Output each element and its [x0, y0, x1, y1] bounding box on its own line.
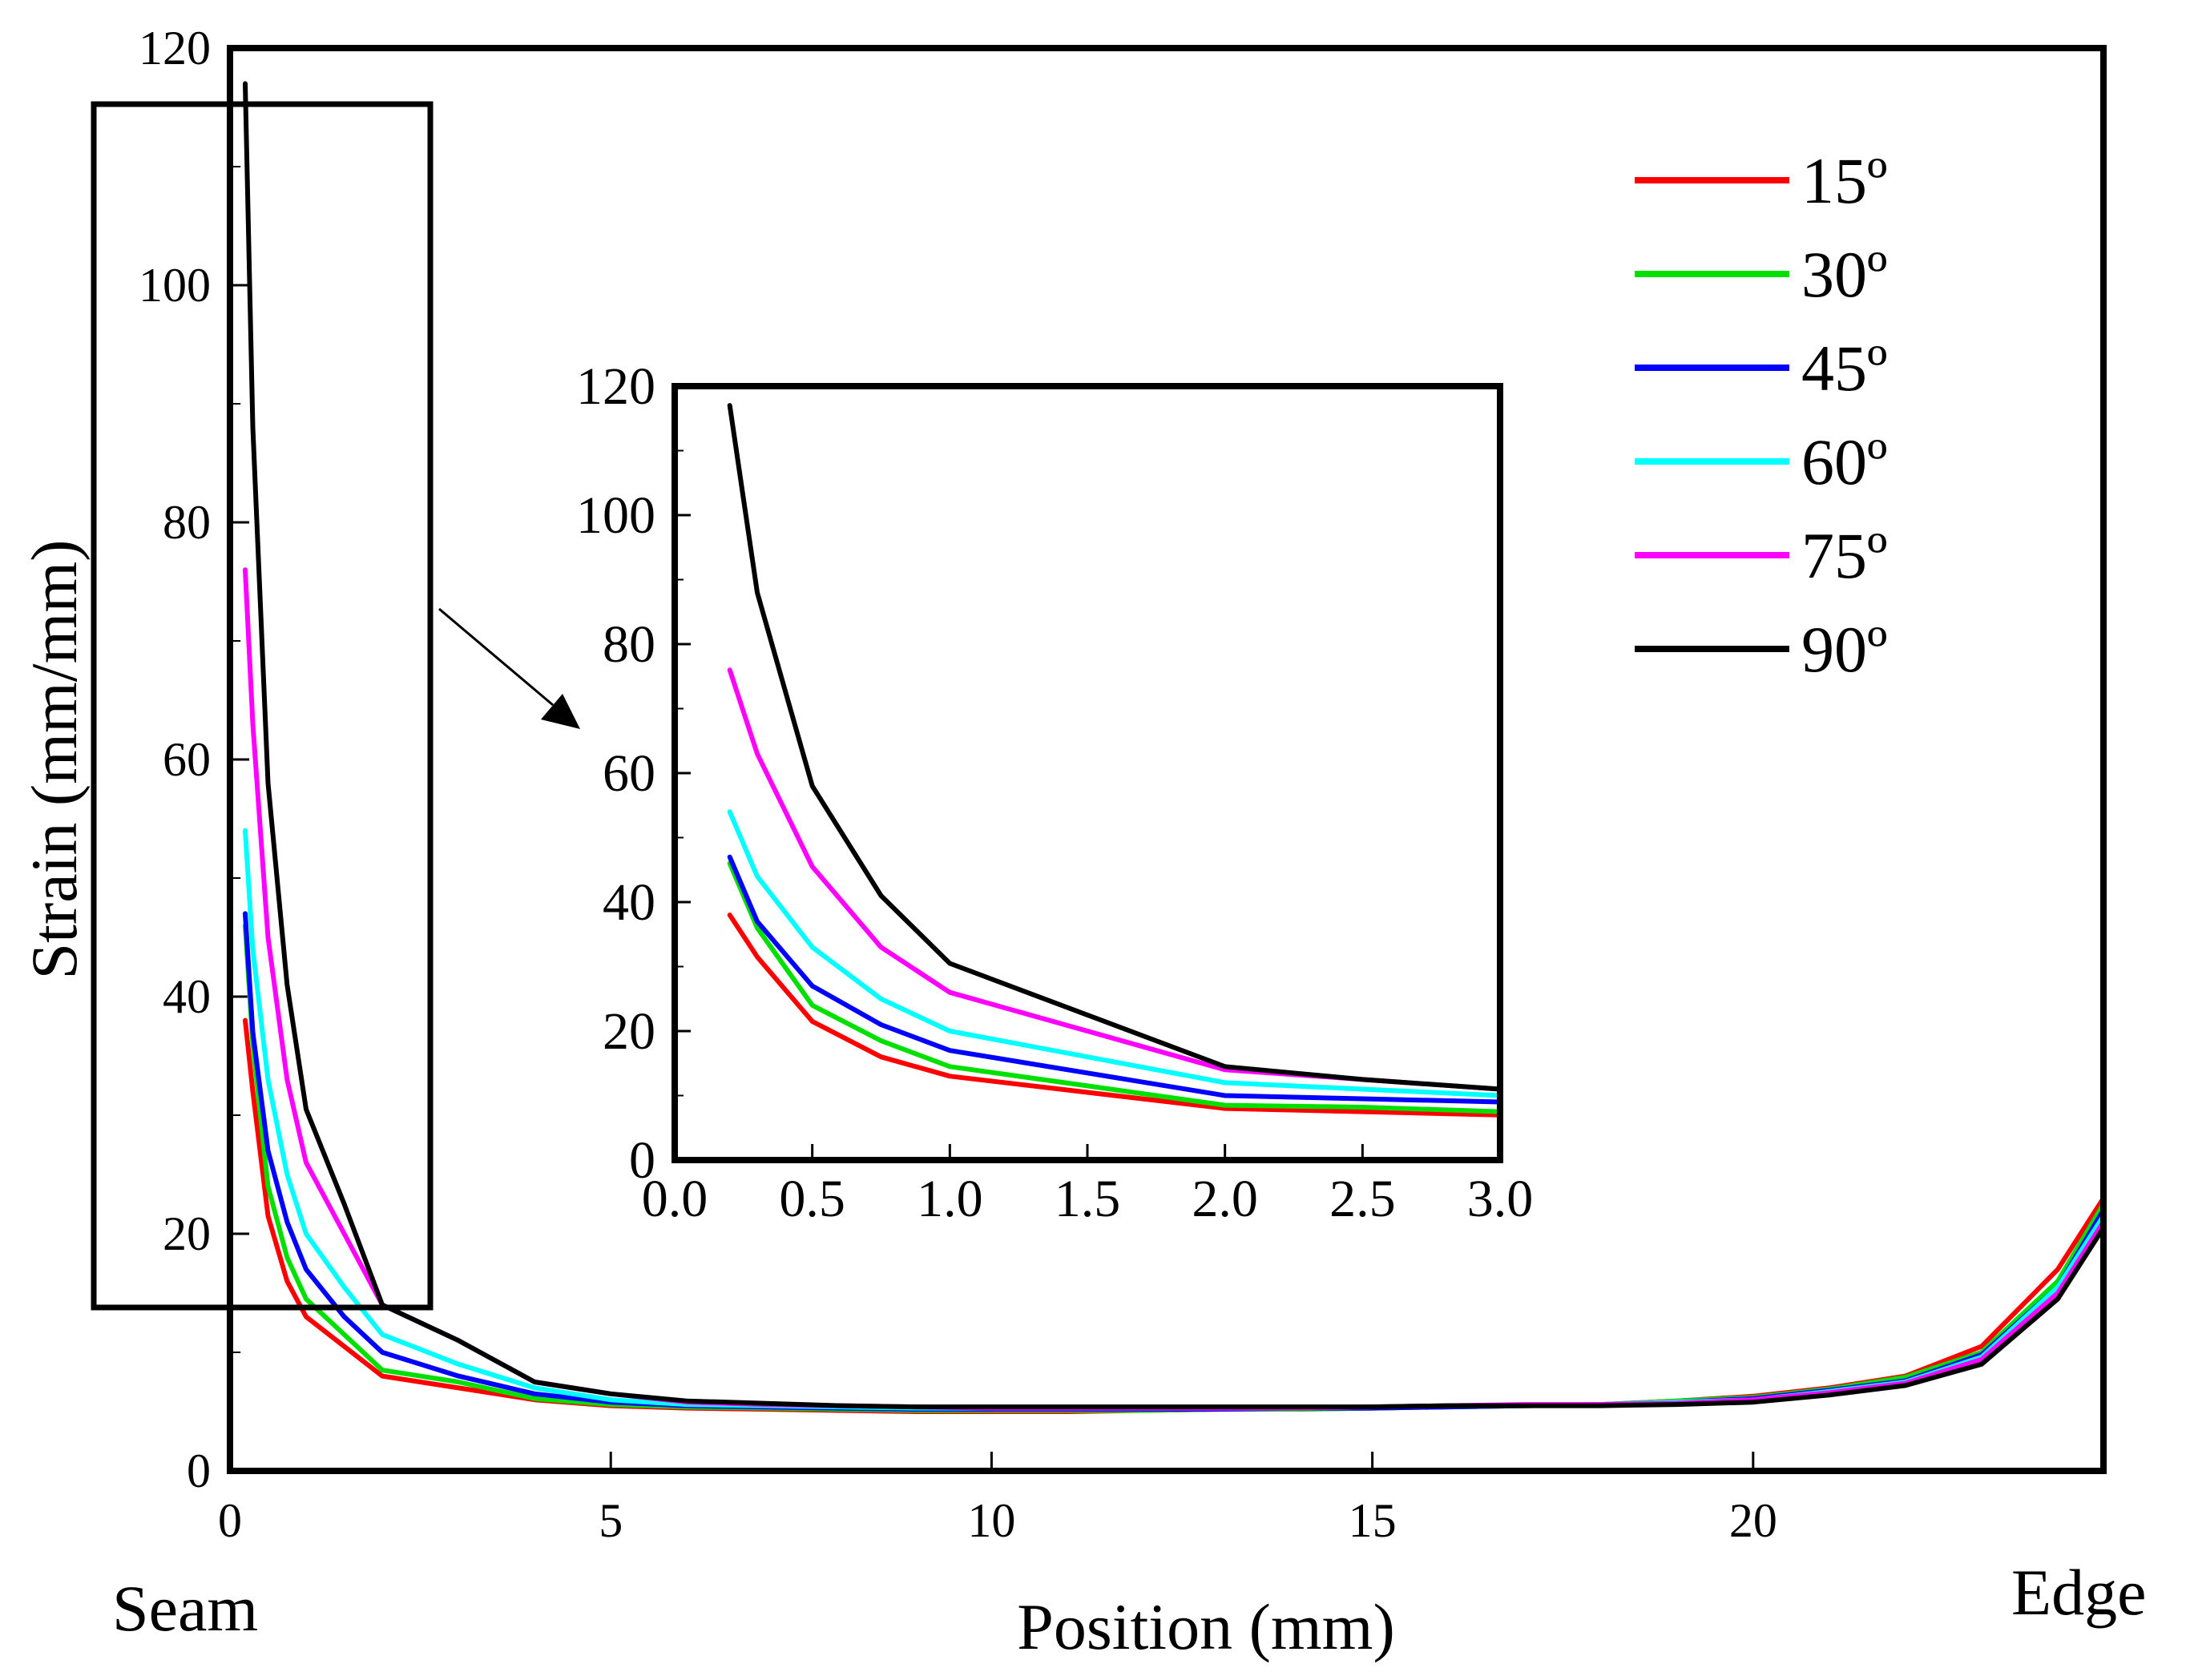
edge-label: Edge	[2011, 1556, 2146, 1629]
legend-label: 30º	[1801, 238, 1887, 311]
y-axis-title: Strain (mm/mm)	[18, 540, 91, 980]
inset-series-line-15	[727, 913, 1500, 1118]
inset-x-tick-label: 2.5	[1329, 1170, 1396, 1228]
main-y-tick-label: 20	[163, 1207, 211, 1260]
legend-label: 45º	[1801, 332, 1887, 405]
main-x-tick-label: 20	[1729, 1494, 1777, 1547]
inset-x-tick-label: 0.5	[779, 1170, 845, 1228]
inset-x-tick-label: 3.0	[1467, 1170, 1534, 1228]
main-series-line-90	[243, 81, 2103, 1410]
inset-x-tick-label: 1.0	[917, 1170, 983, 1228]
zoom-annotation	[91, 101, 580, 1311]
zoom-arrow-line	[438, 607, 554, 707]
legend-label: 15º	[1801, 144, 1887, 217]
inset-y-tick-label: 40	[603, 873, 655, 932]
inset-series-line-60	[727, 809, 1500, 1098]
main-y-tick-label: 60	[163, 733, 211, 786]
x-axis-title: Position (mm)	[1017, 1590, 1395, 1663]
main-x-tick-label: 0	[218, 1494, 242, 1547]
inset-y-tick-label: 100	[576, 486, 655, 545]
inset-x-tick-label: 0.0	[642, 1170, 708, 1228]
main-y-tick-label: 100	[139, 259, 211, 312]
inset-x-tick-label: 2.0	[1192, 1170, 1258, 1228]
main-y-tick-label: 0	[187, 1444, 211, 1497]
zoom-region-box	[91, 101, 434, 1311]
seam-label: Seam	[112, 1572, 258, 1645]
inset-plot: 0.0 0.5 1.0 1.5 2.0 2.5 3.0 0 20 40 60 80 100 120	[576, 357, 1533, 1228]
legend-label: 75º	[1801, 519, 1887, 592]
inset-y-tick-label: 0	[629, 1131, 655, 1190]
inset-y-tick-label: 80	[603, 615, 655, 674]
inset-y-tick-label: 120	[576, 357, 655, 416]
main-plot-frame	[227, 45, 2107, 1474]
inset-series-line-30	[727, 860, 1500, 1114]
main-x-tick-label: 10	[967, 1494, 1015, 1547]
zoom-arrow-head	[541, 694, 580, 729]
inset-series-line-90	[727, 403, 1500, 1092]
main-y-tick-label: 40	[163, 970, 211, 1023]
inset-background	[675, 386, 1500, 1160]
main-x-tick-label: 15	[1349, 1494, 1397, 1547]
legend: 15º 30º 45º 60º 75º 90º	[1635, 144, 1887, 686]
legend-label: 90º	[1801, 613, 1887, 686]
inset-y-tick-label: 60	[603, 744, 655, 803]
inset-y-tick-label: 20	[603, 1002, 655, 1061]
main-y-tick-label: 80	[163, 496, 211, 549]
main-x-tick-label: 5	[599, 1494, 623, 1547]
inset-series-group	[727, 403, 1500, 1118]
inset-plot-frame	[672, 383, 1503, 1163]
main-y-tick-label: 120	[139, 22, 211, 75]
inset-series-line-45	[727, 854, 1500, 1105]
inset-x-tick-label: 1.5	[1055, 1170, 1121, 1228]
legend-label: 60º	[1801, 425, 1887, 498]
